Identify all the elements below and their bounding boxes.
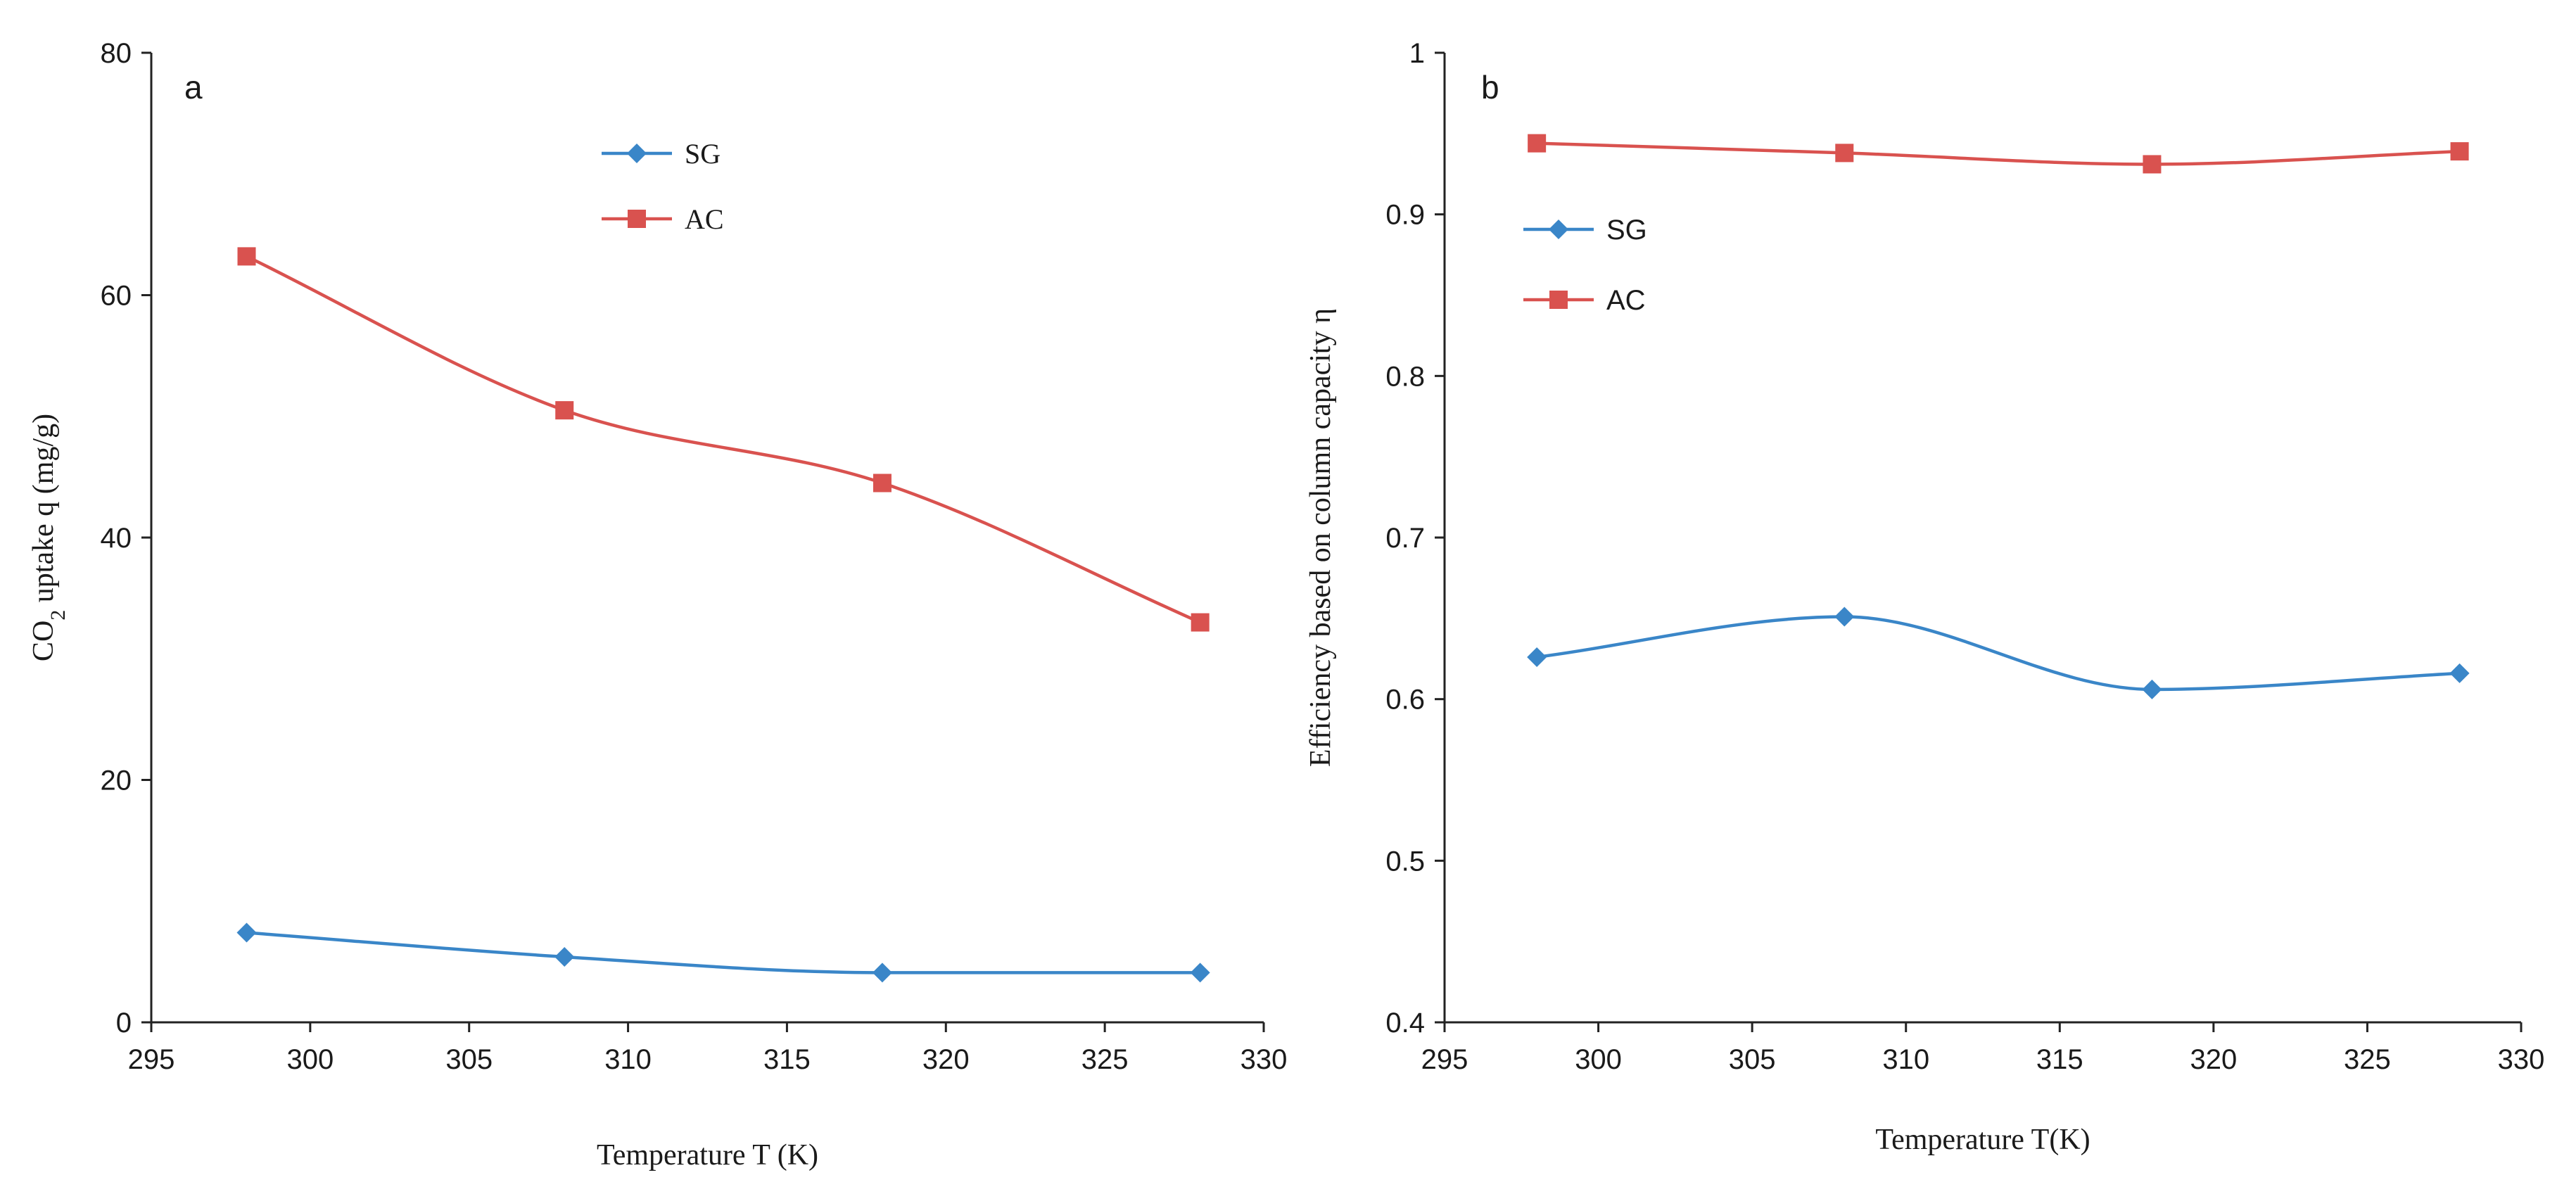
- chart-b-x-tick-label: 310: [1882, 1044, 1929, 1075]
- chart-a-ac-point: [555, 401, 574, 420]
- chart-b-y-tick-label: 0.7: [1385, 523, 1425, 554]
- chart-a-ac-point: [873, 474, 892, 493]
- chart-b-panel-label: b: [1481, 69, 1499, 106]
- chart-b-sg-point: [1527, 647, 1547, 667]
- chart-a-series-sg: [236, 922, 1210, 983]
- chart-a-sg-point: [1190, 963, 1210, 983]
- chart-b-legend-marker-ac: [1549, 291, 1568, 309]
- chart-a-sg-line: [246, 931, 1200, 974]
- chart-b-ac-point: [1835, 144, 1854, 163]
- chart-a-ac-line: [246, 255, 1201, 624]
- chart-b-y-axis-label: Efficiency based on column capacity η: [1305, 308, 1337, 767]
- chart-a-x-tick-label: 325: [1081, 1044, 1129, 1075]
- chart-b: 0.4 0.5 0.6 0.7 0.8 0.9 1 295 300 305 310 315 320 325…: [1305, 38, 2544, 1156]
- chart-b-ac-point: [1528, 134, 1547, 153]
- chart-b-series-sg: [1527, 606, 2470, 699]
- chart-a-y-tick-label: 40: [101, 523, 132, 554]
- chart-a-y-axis-label: CO2 uptake q (mg/g): [27, 414, 70, 661]
- chart-a-legend-marker-sg: [627, 144, 647, 163]
- chart-a-x-tick-label: 310: [604, 1044, 652, 1075]
- chart-b-sg-line: [1536, 615, 2460, 692]
- chart-a-sg-point: [236, 922, 257, 943]
- chart-b-y-tick-label: 0.6: [1385, 685, 1425, 716]
- chart-b-sg-point: [2449, 663, 2470, 683]
- chart-a-legend-marker-ac: [628, 210, 646, 228]
- chart-b-x-tick-label: 305: [1729, 1044, 1776, 1075]
- chart-b-ac-point: [2143, 155, 2162, 174]
- chart-b-legend: SG AC: [1523, 215, 1647, 316]
- chart-b-x-axis-label: Temperature T(K): [1875, 1124, 2090, 1156]
- chart-b-series-ac: [1528, 134, 2469, 174]
- chart-a-sg-point: [554, 946, 575, 967]
- chart-b-x-tick-label: 320: [2190, 1044, 2237, 1075]
- chart-a-x-tick-label: 295: [128, 1044, 175, 1075]
- chart-a-legend-label-ac: AC: [685, 203, 724, 235]
- chart-b-x-tick-label: 325: [2344, 1044, 2391, 1075]
- chart-a-x-axis-label: Temperature T (K): [597, 1139, 818, 1171]
- chart-b-legend-label-ac: AC: [1606, 285, 1646, 316]
- chart-b-sg-point: [1834, 606, 1855, 627]
- chart-a-series-ac: [237, 247, 1210, 632]
- chart-a-panel-label: a: [184, 69, 203, 106]
- chart-b-y-tick-label: 0.8: [1385, 361, 1425, 392]
- chart-a-y-tick-label: 60: [101, 281, 132, 312]
- chart-a-y-tick-label: 20: [101, 766, 132, 796]
- chart-b-x-tick-label: 315: [2036, 1044, 2083, 1075]
- chart-b-y-tick-label: 0.5: [1385, 846, 1425, 877]
- chart-b-ac-line: [1537, 141, 2460, 166]
- chart-a-x-tick-label: 305: [445, 1044, 493, 1075]
- chart-b-sg-point: [2142, 679, 2162, 699]
- chart-b-x-tick-label: 300: [1575, 1044, 1622, 1075]
- chart-a-x-tick-label: 330: [1241, 1044, 1288, 1075]
- chart-b-y-tick-label: 0.9: [1385, 200, 1425, 231]
- chart-b-legend-label-sg: SG: [1606, 215, 1647, 246]
- chart-a-legend-label-sg: SG: [685, 138, 721, 170]
- chart-a: 0 20 40 60 80 295 300 305 310 315 320 325 330 a Temper…: [27, 38, 1287, 1171]
- chart-a-ac-point: [237, 247, 256, 266]
- chart-a-x-tick-label: 320: [922, 1044, 970, 1075]
- chart-b-x-tick-label: 330: [2498, 1044, 2545, 1075]
- chart-b-legend-marker-sg: [1549, 220, 1568, 239]
- chart-b-x-tick-label: 295: [1421, 1044, 1468, 1075]
- chart-a-y-tick-label: 0: [116, 1008, 132, 1039]
- chart-b-y-tick-label: 0.4: [1385, 1008, 1425, 1039]
- chart-a-sg-point: [872, 963, 892, 983]
- chart-a-y-tick-label: 80: [101, 38, 132, 69]
- chart-b-y-tick-label: 1: [1409, 38, 1425, 69]
- chart-a-ac-point: [1191, 613, 1210, 632]
- chart-a-x-tick-label: 300: [286, 1044, 334, 1075]
- chart-a-legend: SG AC: [602, 138, 724, 235]
- chart-a-x-tick-label: 315: [763, 1044, 811, 1075]
- chart-b-ac-point: [2450, 142, 2469, 161]
